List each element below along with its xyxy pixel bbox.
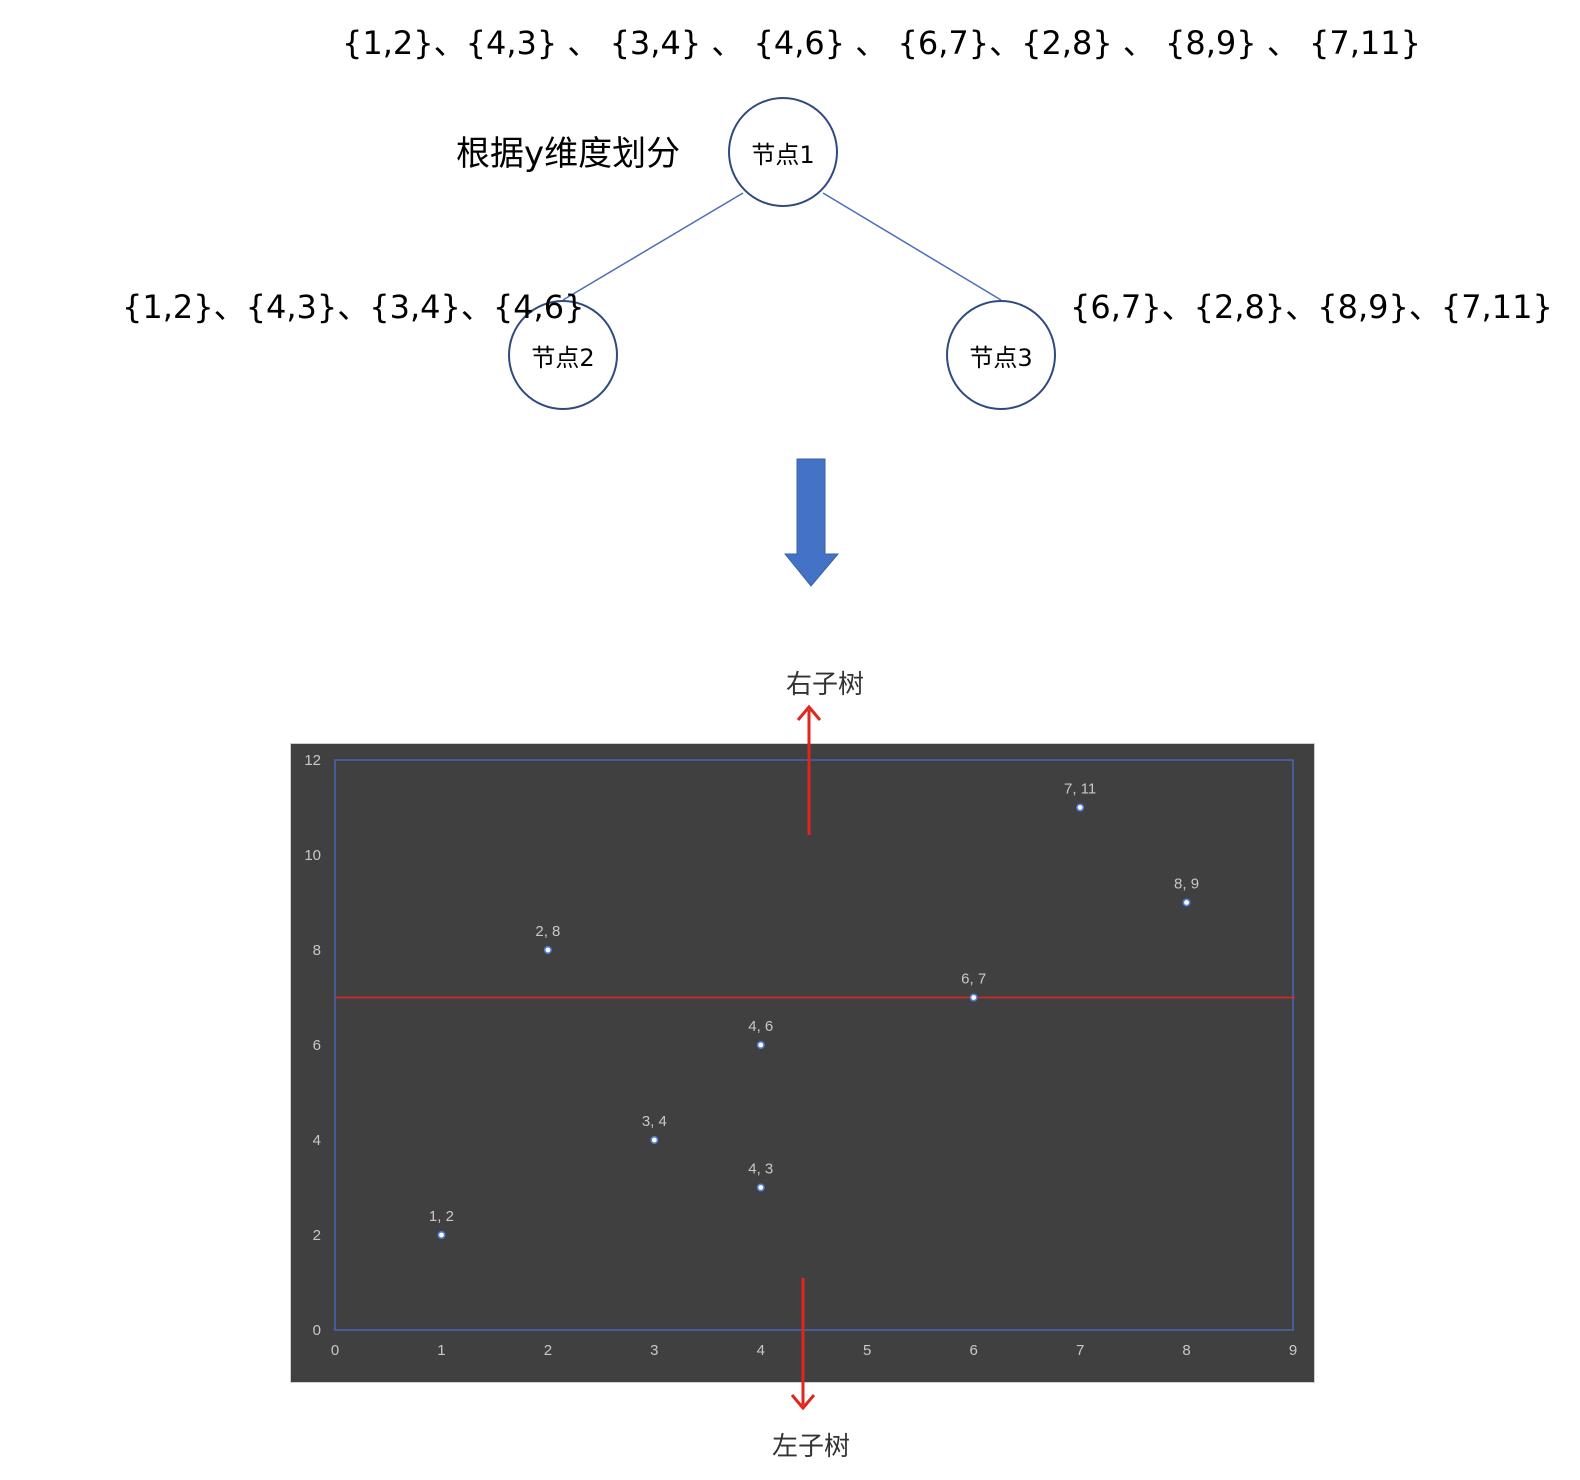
x-tick-label: 0: [331, 1342, 339, 1359]
x-tick-label: 4: [757, 1342, 765, 1359]
data-point: [756, 1040, 765, 1049]
edge-root-right: [822, 192, 1002, 301]
data-label: 4, 6: [748, 1018, 773, 1035]
all-points-text: {1,2}、{4,3} 、 {3,4} 、 {4,6} 、 {6,7}、{2,8…: [342, 24, 1421, 62]
data-point: [1182, 898, 1191, 907]
x-tick-label: 8: [1182, 1342, 1190, 1359]
data-point: [1076, 803, 1085, 812]
y-tick-label: 10: [304, 847, 321, 864]
data-label: 7, 11: [1064, 781, 1096, 798]
data-point: [437, 1230, 446, 1239]
x-tick-label: 9: [1289, 1342, 1297, 1359]
data-label: 6, 7: [961, 971, 986, 988]
plot-frame: [334, 759, 1294, 1331]
split-dimension-label: 根据y维度划分: [456, 134, 681, 174]
x-tick-label: 5: [863, 1342, 871, 1359]
data-label: 8, 9: [1174, 876, 1199, 893]
left-subtree-label: 左子树: [772, 1432, 851, 1462]
right-node-points-text: {6,7}、{2,8}、{8,9}、{7,11}: [1070, 288, 1553, 326]
y-tick-label: 4: [313, 1132, 321, 1149]
x-tick-label: 2: [544, 1342, 552, 1359]
right-subtree-label: 右子树: [786, 670, 865, 700]
tree-node-2: 节点2: [508, 300, 618, 410]
x-tick-label: 1: [437, 1342, 445, 1359]
tree-node-3: 节点3: [946, 300, 1056, 410]
data-label: 2, 8: [535, 923, 560, 940]
tree-node-3-label: 节点3: [969, 343, 1033, 372]
tree-node-1: 节点1: [728, 97, 838, 207]
tree-node-2-label: 节点2: [531, 343, 595, 372]
y-tick-label: 6: [313, 1037, 321, 1054]
data-label: 1, 2: [429, 1208, 454, 1225]
y-tick-label: 0: [313, 1322, 321, 1339]
data-label: 4, 3: [748, 1161, 773, 1178]
down-arrow-icon: [784, 458, 840, 587]
y-tick-label: 12: [304, 752, 321, 769]
left-node-points-text: {1,2}、{4,3}、{3,4}、{4,6}: [122, 288, 585, 326]
tree-node-1-label: 节点1: [751, 140, 815, 169]
edge-root-left: [562, 192, 744, 301]
data-point: [543, 946, 552, 955]
data-point: [756, 1183, 765, 1192]
tree-edges: [562, 192, 1002, 301]
data-label: 3, 4: [642, 1113, 667, 1130]
x-tick-label: 3: [650, 1342, 658, 1359]
data-point: [650, 1135, 659, 1144]
y-tick-label: 8: [313, 942, 321, 959]
data-point: [969, 993, 978, 1002]
y-tick-label: 2: [313, 1227, 321, 1244]
x-tick-label: 6: [969, 1342, 977, 1359]
x-tick-label: 7: [1076, 1342, 1084, 1359]
